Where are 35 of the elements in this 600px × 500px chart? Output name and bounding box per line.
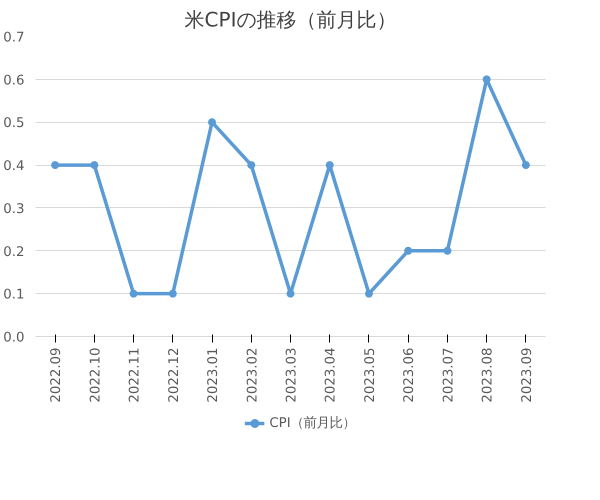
x-tick-label: 2023.06 bbox=[402, 347, 418, 403]
y-tick-label: 0.2 bbox=[3, 244, 25, 260]
x-tick-label: 2023.03 bbox=[284, 347, 300, 403]
x-tick-label: 2023.01 bbox=[206, 347, 222, 403]
y-tick-label: 0.4 bbox=[3, 159, 25, 174]
point bbox=[443, 246, 452, 255]
y-tick-label: 0.0 bbox=[3, 330, 25, 346]
x-tick-label: 2022.10 bbox=[88, 347, 104, 403]
y-tick-label: 0.6 bbox=[3, 73, 25, 88]
x-tick-label: 2023.04 bbox=[324, 347, 339, 403]
legend-label: CPI（前月比） bbox=[269, 415, 356, 432]
chart-title: 米CPIの推移（前月比） bbox=[184, 8, 396, 32]
x-tick-label: 2023.02 bbox=[245, 347, 260, 403]
x-tick-label: 2023.05 bbox=[362, 347, 378, 403]
x-tick-label: 2023.09 bbox=[520, 347, 535, 403]
y-tick-label: 0.1 bbox=[3, 288, 25, 303]
point bbox=[364, 290, 373, 298]
x-tick-label: 2022.12 bbox=[166, 347, 182, 403]
point bbox=[208, 118, 216, 126]
point bbox=[482, 75, 491, 84]
x-tick-label: 2023.08 bbox=[480, 347, 496, 403]
point bbox=[90, 161, 98, 170]
point bbox=[130, 290, 138, 298]
y-tick-label: 0.3 bbox=[3, 202, 25, 217]
x-tick-label: 2022.09 bbox=[49, 347, 64, 403]
point bbox=[404, 246, 412, 255]
y-tick-label: 0.7 bbox=[3, 30, 25, 46]
y-tick-label: 0.5 bbox=[3, 116, 25, 132]
x-tick-label: 2023.07 bbox=[441, 347, 456, 403]
point bbox=[286, 290, 294, 298]
point bbox=[522, 161, 530, 170]
point bbox=[168, 290, 177, 298]
x-tick-label: 2022.11 bbox=[128, 347, 143, 403]
point bbox=[51, 161, 60, 170]
point bbox=[247, 161, 256, 170]
